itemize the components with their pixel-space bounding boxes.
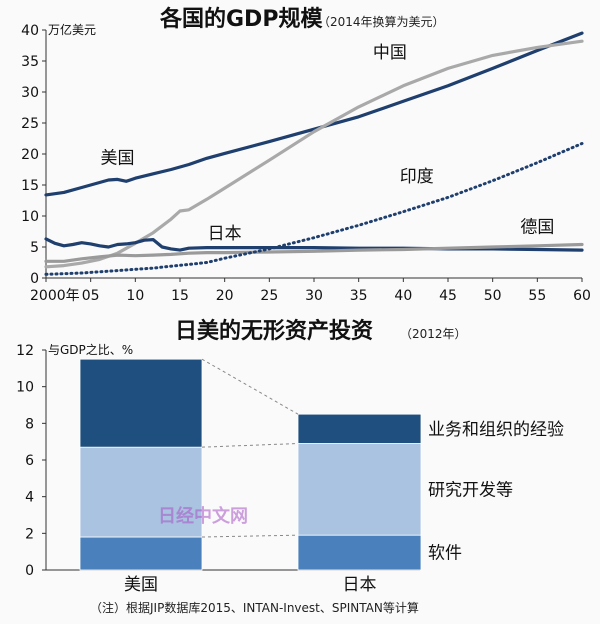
line-chart-x-tick-label: 40 — [394, 288, 412, 304]
line-chart-series — [44, 31, 584, 276]
line-series-label: 中国 — [373, 43, 407, 63]
line-chart-x-tick-label: 45 — [439, 288, 457, 304]
line-series-label: 日本 — [208, 224, 242, 244]
bar-chart-subtitle: （2012年） — [400, 327, 467, 341]
bar-series-label: 软件 — [428, 544, 462, 564]
line-chart-y-tick-label: 10 — [21, 209, 39, 225]
line-chart-x-tick-label: 15 — [171, 288, 189, 304]
line-series-label: 德国 — [520, 218, 554, 238]
line-chart-y-tick-label: 0 — [30, 271, 39, 287]
bar-chart-y-tick-label: 0 — [25, 563, 34, 579]
bar-chart-labels: 软件 研究开发等 业务和组织的经验 — [428, 420, 564, 564]
line-chart-y-tick-label: 40 — [21, 23, 39, 39]
bar-chart-y-tick-label: 12 — [16, 343, 34, 359]
line-chart-x-tick-label: 2000年 — [30, 288, 80, 304]
line-series-德国 — [44, 242, 584, 263]
line-chart-x-tick-label: 50 — [484, 288, 502, 304]
line-chart-x-tick-label: 55 — [528, 288, 546, 304]
line-series-美国 — [44, 31, 584, 197]
footnote: （注）根据JIP数据库2015、INTAN-Invest、SPINTAN等计算 — [90, 600, 419, 615]
bar-chart-y-tick-label: 10 — [16, 380, 34, 396]
line-chart-x-tick-label: 60 — [573, 288, 591, 304]
bar-category-label: 日本 — [343, 575, 377, 595]
line-series-label: 美国 — [100, 148, 134, 168]
bar-segment-研究开发等 — [79, 446, 203, 538]
line-series-印度 — [44, 142, 584, 276]
bar-chart-y-tick-label: 8 — [25, 416, 34, 432]
watermark: 日经中文网 — [158, 505, 248, 527]
bar-chart-bars: 美国 日本 — [79, 358, 422, 595]
line-chart-y-tick-label: 20 — [21, 147, 39, 163]
bar-connector-line — [201, 358, 299, 415]
line-chart-y-unit: 万亿美元 — [48, 22, 96, 37]
line-chart-x-tick-label: 05 — [82, 288, 100, 304]
line-series-中国 — [44, 39, 584, 269]
line-chart-x-tick-label: 30 — [305, 288, 323, 304]
line-chart-y-tick-label: 30 — [21, 85, 39, 101]
bar-series-label: 业务和组织的经验 — [428, 420, 564, 440]
line-chart-x-tick-label: 20 — [216, 288, 234, 304]
line-chart-x-tick-label: 10 — [126, 288, 144, 304]
bar-segment-研究开发等 — [297, 443, 422, 536]
bar-chart-y-tick-label: 4 — [25, 490, 34, 506]
bar-segment-软件 — [297, 534, 422, 571]
bar-connector-line — [201, 534, 299, 538]
line-chart-subtitle: （2014年换算为美元） — [318, 14, 445, 29]
line-chart-y-tick-label: 5 — [30, 240, 39, 256]
line-chart-title: 各国的GDP规模 — [159, 6, 323, 32]
bar-series-label: 研究开发等 — [428, 480, 513, 500]
bar-chart-y-unit: 与GDP之比、% — [48, 343, 133, 357]
bar-segment-软件 — [79, 536, 203, 571]
bar-connector-line — [201, 443, 299, 448]
line-chart-y-tick-label: 25 — [21, 116, 39, 132]
line-series-label: 印度 — [400, 167, 434, 187]
bar-segment-业务和组织的经验 — [297, 413, 422, 444]
bar-chart-y-tick-label: 2 — [25, 526, 34, 542]
line-chart-y-tick-label: 15 — [21, 178, 39, 194]
line-chart-x-tick-label: 25 — [260, 288, 278, 304]
bar-chart-y-tick-label: 6 — [25, 453, 34, 469]
bar-chart-title: 日美的无形资产投资 — [175, 318, 373, 344]
bar-category-label: 美国 — [124, 575, 158, 595]
line-chart-x-tick-label: 35 — [350, 288, 368, 304]
bar-segment-业务和组织的经验 — [79, 358, 203, 448]
line-chart-y-tick-label: 35 — [21, 54, 39, 70]
